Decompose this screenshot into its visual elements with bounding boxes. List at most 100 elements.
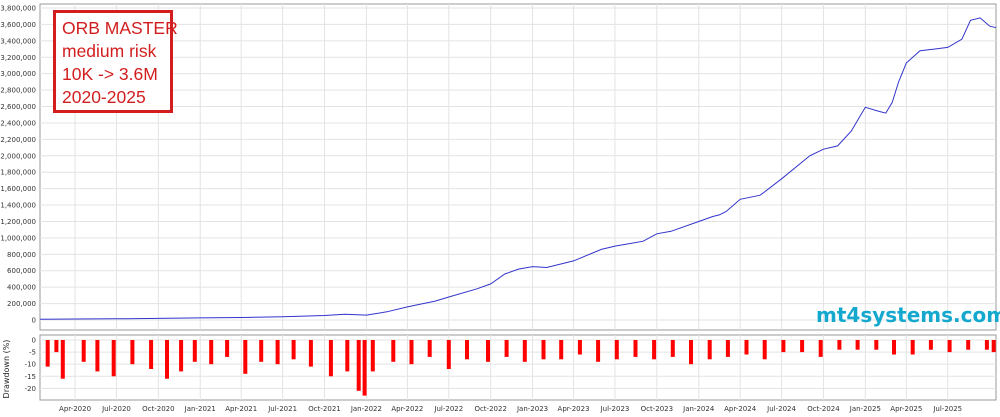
drawdown-plot-frame — [39, 334, 997, 401]
drawdown-bar — [652, 340, 657, 360]
equity-x-grid — [74, 4, 949, 330]
strategy-annotation-box: ORB MASTER medium risk 10K -> 3.6M 2020-… — [53, 10, 178, 113]
drawdown-y-tick-label: -20 — [25, 385, 36, 393]
drawdown-bar — [165, 340, 169, 379]
drawdown-bar — [928, 340, 933, 350]
drawdown-bar — [409, 340, 414, 365]
drawdown-bar — [81, 340, 86, 362]
drawdown-bar — [504, 340, 509, 357]
drawdown-bar — [259, 340, 264, 362]
equity-y-tick-label: 1,400,000 — [0, 202, 36, 210]
x-tick-label: Apr-2021 — [225, 405, 257, 413]
drawdown-bar — [362, 340, 367, 396]
drawdown-bar — [275, 340, 280, 365]
equity-y-tick-label: 1,800,000 — [0, 169, 36, 177]
drawdown-bar — [910, 340, 915, 355]
drawdown-bar — [947, 340, 952, 353]
equity-line — [39, 17, 997, 320]
drawdown-bar — [60, 340, 65, 379]
annotation-line-risk: medium risk — [62, 41, 157, 61]
drawdown-bar — [707, 340, 712, 360]
drawdown-y-tick-label: -10 — [25, 361, 36, 369]
drawdown-bar — [559, 340, 564, 360]
drawdown-bar — [465, 340, 469, 360]
equity-y-tick-label: 3,600,000 — [0, 21, 36, 29]
equity-y-tick-label: 1,200,000 — [0, 218, 36, 226]
drawdown-y-tick-labels: 0 -5 -10 -15 -20 — [25, 337, 36, 393]
drawdown-bar — [345, 340, 350, 372]
equity-y-tick-label: 3,400,000 — [0, 37, 36, 45]
drawdown-bar — [209, 340, 214, 365]
drawdown-bar — [837, 340, 842, 350]
equity-y-tick-labels: 0 200,000 400,000 600,000 800,000 1,000,000 1,… — [0, 5, 36, 325]
drawdown-bar — [291, 340, 296, 360]
drawdown-bar — [45, 340, 50, 367]
x-tick-label: Jul-2021 — [267, 405, 297, 413]
drawdown-y-tick-label: 0 — [32, 337, 36, 345]
x-tick-label: Apr-2022 — [391, 405, 423, 413]
drawdown-bar — [328, 340, 333, 377]
annotation-line-name: ORB MASTER — [62, 18, 178, 38]
drawdown-bar — [892, 340, 896, 355]
drawdown-axis-title: Drawdown (%) — [2, 340, 11, 399]
drawdown-bar — [243, 340, 248, 374]
drawdown-panel: 0 -5 -10 -15 -20 Drawdown (%) — [2, 334, 997, 401]
drawdown-x-grid — [74, 335, 949, 400]
website-watermark: mt4systems.com — [816, 303, 1000, 327]
x-tick-label: Jan-2024 — [682, 405, 715, 413]
drawdown-bar — [614, 340, 619, 360]
drawdown-bar — [192, 340, 197, 362]
drawdown-y-tick-label: -15 — [25, 373, 36, 381]
drawdown-bar — [179, 340, 184, 372]
x-tick-label: Jul-2025 — [932, 405, 962, 413]
equity-y-tick-label: 1,000,000 — [0, 234, 36, 242]
equity-y-tick-label: 3,200,000 — [0, 54, 36, 62]
equity-y-tick-label: 600,000 — [7, 267, 36, 275]
drawdown-bar — [522, 340, 527, 362]
equity-y-tick-label: 2,000,000 — [0, 152, 36, 160]
x-tick-label: Jan-2021 — [184, 405, 216, 413]
equity-y-tick-label: 2,400,000 — [0, 119, 36, 127]
drawdown-bars — [45, 340, 996, 396]
x-tick-label: Jan-2025 — [849, 405, 881, 413]
drawdown-bar — [577, 340, 582, 355]
x-tick-label: Apr-2025 — [890, 405, 922, 413]
drawdown-bar — [991, 340, 996, 353]
equity-y-tick-label: 3,800,000 — [0, 5, 36, 13]
equity-y-tick-label: 800,000 — [7, 251, 36, 259]
drawdown-bar — [111, 340, 116, 377]
drawdown-bar — [966, 340, 971, 350]
drawdown-bar — [308, 340, 313, 367]
drawdown-bar — [633, 340, 638, 357]
x-tick-label: Oct-2020 — [142, 405, 174, 413]
annotation-line-growth: 10K -> 3.6M — [62, 64, 158, 84]
drawdown-y-grid — [40, 339, 996, 389]
equity-y-tick-label: 2,200,000 — [0, 136, 36, 144]
drawdown-bar — [818, 340, 823, 357]
drawdown-bar — [800, 340, 805, 353]
equity-y-tick-label: 200,000 — [7, 300, 36, 308]
drawdown-bar — [356, 340, 361, 391]
drawdown-bar — [391, 340, 396, 362]
drawdown-bar — [427, 340, 432, 357]
equity-y-tick-label: 400,000 — [7, 284, 36, 292]
x-tick-label: Oct-2021 — [308, 405, 340, 413]
drawdown-bar — [370, 340, 375, 372]
equity-y-grid — [40, 7, 996, 321]
drawdown-bar — [54, 340, 59, 353]
x-tick-label: Oct-2023 — [641, 405, 673, 413]
drawdown-bar — [762, 340, 767, 360]
drawdown-bar — [984, 340, 989, 350]
drawdown-bar — [149, 340, 154, 369]
equity-panel: 0 200,000 400,000 600,000 800,000 1,000,000 1,… — [0, 3, 997, 331]
x-tick-label: Jul-2020 — [101, 405, 131, 413]
drawdown-bar — [744, 340, 749, 355]
x-tick-label: Apr-2024 — [724, 405, 757, 413]
drawdown-bar — [541, 340, 546, 360]
x-tick-labels: Apr-2020 Jul-2020 Oct-2020 Jan-2021 Apr-2021… — [59, 405, 962, 413]
drawdown-bar — [689, 340, 693, 365]
x-tick-label: Apr-2020 — [59, 405, 91, 413]
x-tick-label: Apr-2023 — [558, 405, 590, 413]
drawdown-y-tick-label: -5 — [29, 349, 36, 357]
